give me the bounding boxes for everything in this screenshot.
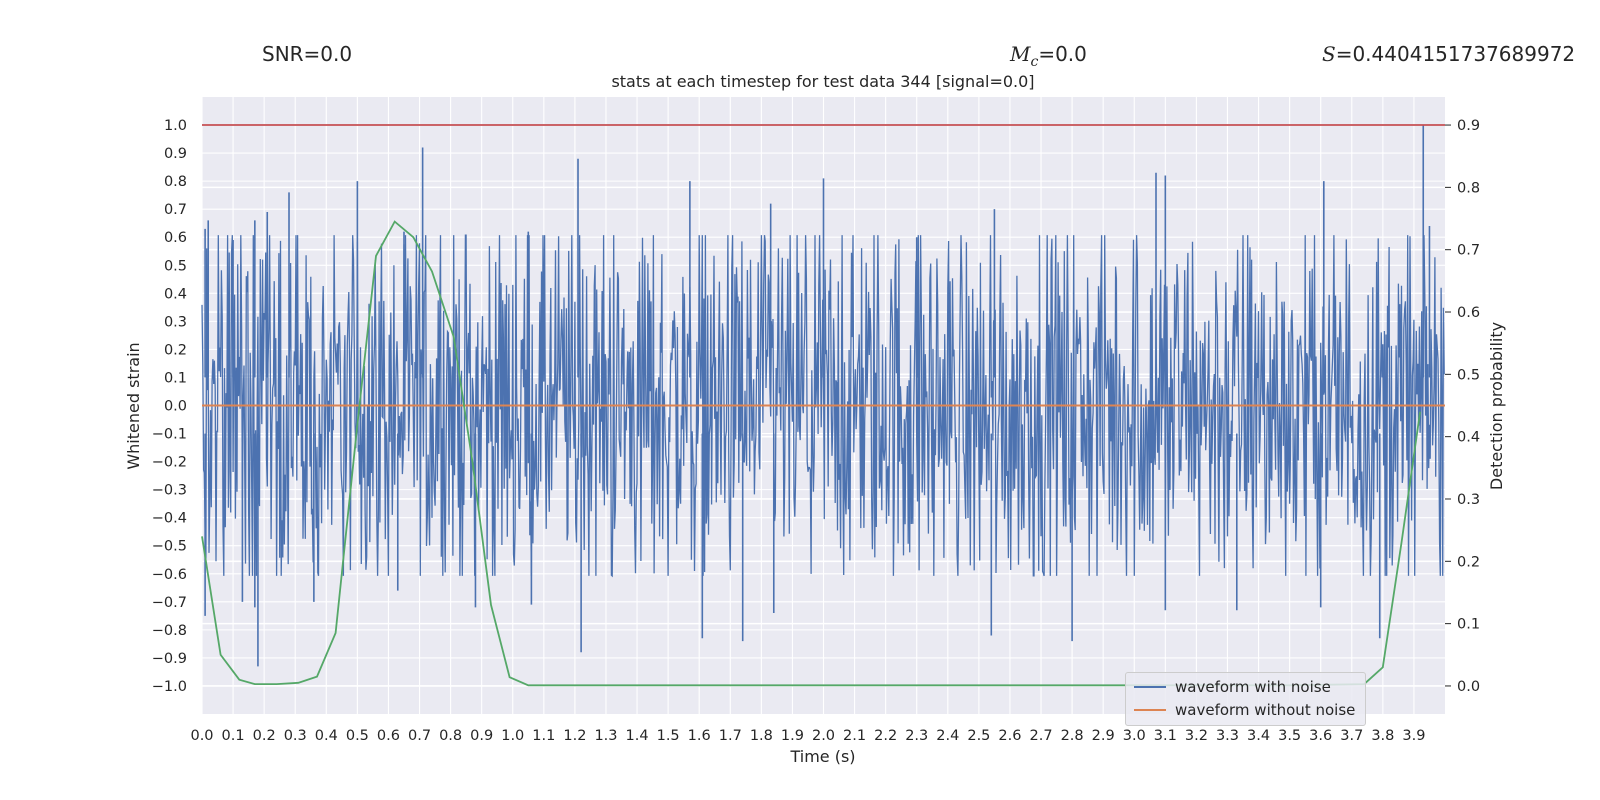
y-axis-label: Whitened strain — [124, 342, 143, 469]
x-tick-label: 1.8 — [750, 728, 773, 744]
x-tick-label: 0.5 — [346, 728, 369, 744]
x-tick-label: 0.2 — [253, 728, 276, 744]
x-axis-label: Time (s) — [789, 747, 855, 766]
y-tick-label: −1.0 — [152, 679, 187, 695]
y-tick-label: 0.2 — [164, 342, 187, 358]
y-tick-label: −0.6 — [152, 567, 187, 583]
x-tick-label: 2.1 — [843, 728, 866, 744]
y-tick-label: 0.9 — [164, 146, 187, 162]
s-statistic-label: S=0.4404151737689972 — [1322, 42, 1575, 66]
x-tick-label: 0.1 — [222, 728, 245, 744]
x-tick-label: 2.3 — [905, 728, 928, 744]
x-tick-label: 3.7 — [1340, 728, 1363, 744]
y2-tick-label: 0.6 — [1457, 305, 1480, 321]
x-tick-label: 3.8 — [1371, 728, 1394, 744]
x-tick-label: 3.5 — [1278, 728, 1301, 744]
x-tick-label: 3.9 — [1402, 728, 1425, 744]
x-tick-label: 0.3 — [284, 728, 307, 744]
x-tick-label: 2.4 — [936, 728, 959, 744]
y-tick-label: 0.7 — [164, 202, 187, 218]
x-tick-label: 2.7 — [1029, 728, 1052, 744]
x-tick-label: 3.3 — [1216, 728, 1239, 744]
y2-tick-label: 0.5 — [1457, 367, 1480, 383]
legend-swatch-without-noise — [1134, 709, 1166, 711]
x-tick-label: 3.1 — [1154, 728, 1177, 744]
x-tick-label: 0.4 — [315, 728, 338, 744]
legend-swatch-with-noise — [1134, 686, 1166, 688]
x-tick-label: 1.5 — [657, 728, 680, 744]
y-tick-label: 1.0 — [164, 118, 187, 134]
y-tick-label: −0.4 — [152, 511, 187, 527]
mc-symbol: M — [1010, 42, 1031, 66]
y-tick-label: 0.5 — [164, 258, 187, 274]
y-tick-label: 0.1 — [164, 370, 187, 386]
y-tick-label: −0.1 — [152, 427, 187, 443]
x-tick-label: 1.3 — [594, 728, 617, 744]
x-tick-label: 0.8 — [439, 728, 462, 744]
x-tick-label: 0.6 — [377, 728, 400, 744]
mc-subscript: c — [1030, 54, 1039, 70]
x-tick-label: 0.9 — [470, 728, 493, 744]
x-tick-label: 1.2 — [563, 728, 586, 744]
x-tick-label: 1.4 — [626, 728, 649, 744]
x-tick-label: 1.0 — [501, 728, 524, 744]
y2-tick-label: 0.0 — [1457, 679, 1480, 695]
legend-item-without-noise: waveform without noise — [1134, 700, 1355, 720]
y2-tick-label: 0.8 — [1457, 180, 1480, 196]
y2-tick-label: 0.1 — [1457, 617, 1480, 633]
x-tick-label: 2.2 — [874, 728, 897, 744]
x-tick-label: 1.7 — [719, 728, 742, 744]
y-tick-label: 0.8 — [164, 174, 187, 190]
y2-axis-label: Detection probability — [1487, 322, 1506, 490]
legend-item-with-noise: waveform with noise — [1134, 677, 1331, 697]
y-tick-label: −0.2 — [152, 455, 187, 471]
x-tick-label: 1.1 — [532, 728, 555, 744]
x-tick-label: 2.8 — [1061, 728, 1084, 744]
x-tick-label: 3.0 — [1123, 728, 1146, 744]
x-tick-label: 3.2 — [1185, 728, 1208, 744]
x-tick-label: 1.6 — [688, 728, 711, 744]
chirp-mass-label: Mc=0.0 — [1010, 42, 1087, 70]
legend-label-without-noise: waveform without noise — [1175, 701, 1356, 719]
chart-title: stats at each timestep for test data 344… — [611, 72, 1034, 91]
snr-label: SNR=0.0 — [262, 42, 353, 66]
y2-tick-label: 0.3 — [1457, 492, 1480, 508]
y-tick-label: 0.3 — [164, 314, 187, 330]
y-tick-label: −0.3 — [152, 483, 187, 499]
x-tick-labels: 0.0 0.1 0.2 0.3 0.4 0.5 0.6 0.7 0.8 0.9 1.0 1.1 1.2 1… — [190, 728, 1425, 744]
x-tick-label: 2.6 — [998, 728, 1021, 744]
legend: waveform with noise waveform without noi… — [1125, 672, 1366, 726]
y2-tick-label: 0.4 — [1457, 430, 1480, 446]
y2-tick-labels: 0.9 0.8 0.7 0.6 0.5 0.4 0.3 0.2 0.1 0.0 — [1445, 118, 1480, 695]
y2-tick-label: 0.7 — [1457, 243, 1480, 259]
y2-tick-label: 0.9 — [1457, 118, 1480, 134]
legend-label-with-noise: waveform with noise — [1175, 678, 1331, 696]
y-tick-label: −0.7 — [152, 595, 187, 611]
y-tick-label: −0.9 — [152, 651, 187, 667]
y-tick-label: 0.6 — [164, 230, 187, 246]
y-tick-label: −0.5 — [152, 539, 187, 555]
x-tick-label: 3.4 — [1247, 728, 1270, 744]
x-tick-label: 0.0 — [190, 728, 213, 744]
x-tick-label: 2.0 — [812, 728, 835, 744]
x-tick-label: 0.7 — [408, 728, 431, 744]
y-tick-label: 0.4 — [164, 286, 187, 302]
y-tick-label: −0.8 — [152, 623, 187, 639]
x-tick-label: 1.9 — [781, 728, 804, 744]
s-symbol: S — [1322, 42, 1336, 66]
y2-tick-label: 0.2 — [1457, 554, 1480, 570]
y-tick-labels: 1.0 0.9 0.8 0.7 0.6 0.5 0.4 0.3 0.2 0.1 0.0 −0.1 −0.… — [152, 118, 187, 695]
x-tick-label: 3.6 — [1309, 728, 1332, 744]
x-tick-label: 2.5 — [967, 728, 990, 744]
noise-waveform — [201, 125, 1445, 667]
mc-value: =0.0 — [1038, 42, 1087, 66]
s-value: =0.4404151737689972 — [1335, 42, 1576, 66]
y-tick-label: 0.0 — [164, 399, 187, 415]
x-tick-label: 2.9 — [1092, 728, 1115, 744]
